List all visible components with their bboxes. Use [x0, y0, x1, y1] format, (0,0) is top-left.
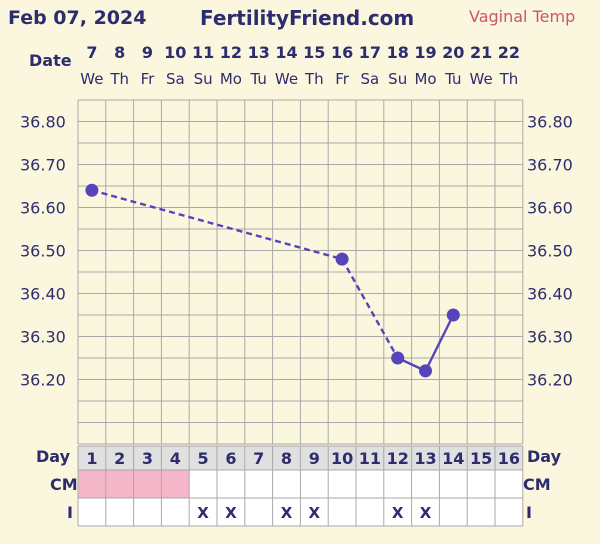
date-label: 22 [498, 43, 520, 62]
weekday-label: Sa [361, 70, 380, 88]
weekday-label: We [275, 70, 298, 88]
date-label: 19 [414, 43, 436, 62]
temperature-type: Vaginal Temp [469, 7, 575, 26]
weekday-label: Su [388, 70, 407, 88]
y-tick-label-right: 36.80 [527, 113, 573, 132]
y-tick-label-left: 36.40 [20, 285, 66, 304]
weekday-label: Th [109, 70, 129, 88]
i-row-label-right: I [526, 503, 532, 522]
cycle-day-label: 7 [253, 449, 264, 468]
intercourse-mark: X [197, 504, 209, 522]
y-tick-label-right: 36.40 [527, 285, 573, 304]
cycle-day-label: 3 [142, 449, 153, 468]
cycle-day-label: 5 [198, 449, 209, 468]
weekday-label: Su [194, 70, 213, 88]
weekday-label: Sa [166, 70, 185, 88]
cycle-day-label: 12 [387, 449, 409, 468]
i-row-label-left: I [67, 503, 73, 522]
cm-cell [105, 470, 134, 498]
cm-row-label-left: CM [50, 475, 78, 494]
intercourse-mark: X [281, 504, 293, 522]
date-label: 18 [387, 43, 409, 62]
date-label: 12 [220, 43, 242, 62]
date-row-label: Date [29, 51, 72, 70]
cycle-day-label: 15 [470, 449, 492, 468]
temp-point [446, 308, 460, 322]
y-tick-label-left: 36.70 [20, 156, 66, 175]
date-label: 17 [359, 43, 381, 62]
intercourse-mark: X [225, 504, 237, 522]
cycle-day-label: 14 [442, 449, 464, 468]
temp-line-dashed [91, 189, 343, 261]
y-tick-label-right: 36.50 [527, 242, 573, 261]
weekday-label: Tu [249, 70, 266, 88]
cycle-day-label: 2 [114, 449, 125, 468]
date-label: 14 [275, 43, 297, 62]
weekday-label: Mo [220, 70, 242, 88]
y-tick-label-right: 36.60 [527, 199, 573, 218]
y-tick-label-left: 36.50 [20, 242, 66, 261]
cycle-day-label: 11 [359, 449, 381, 468]
temp-point [419, 364, 432, 378]
date-label: 8 [114, 43, 125, 62]
cycle-day-label: 4 [170, 449, 181, 468]
site-name: FertilityFriend.com [200, 6, 414, 30]
weekday-label: Tu [444, 70, 461, 88]
cycle-day-label: 8 [281, 449, 292, 468]
intercourse-mark: X [309, 504, 321, 522]
weekday-label: We [470, 70, 493, 88]
y-tick-label-left: 36.60 [20, 199, 66, 218]
y-tick-label-left: 36.80 [20, 113, 66, 132]
cycle-day-label: 16 [498, 449, 520, 468]
y-tick-label-left: 36.30 [20, 328, 66, 347]
intercourse-mark: X [420, 504, 432, 522]
date-label: 7 [86, 43, 97, 62]
temp-point [85, 183, 99, 197]
y-tick-label-right: 36.30 [527, 328, 573, 347]
chart-date: Feb 07, 2024 [8, 7, 146, 29]
day-row-label-right: Day [527, 447, 562, 466]
date-label: 13 [248, 43, 270, 62]
cm-cell [78, 470, 106, 498]
weekday-label: Fr [335, 70, 350, 88]
day-row-label-left: Day [36, 447, 71, 466]
intercourse-mark: X [392, 504, 404, 522]
weekday-label: Th [499, 70, 519, 88]
date-label: 15 [303, 43, 325, 62]
weekday-label: Th [304, 70, 324, 88]
temp-line-dashed [341, 258, 399, 359]
cycle-day-label: 13 [414, 449, 436, 468]
date-label: 11 [192, 43, 214, 62]
temp-point [391, 351, 405, 365]
cm-row-label-right: CM [523, 475, 551, 494]
cycle-day-label: 10 [331, 449, 353, 468]
temp-point [335, 252, 349, 266]
date-label: 9 [142, 43, 153, 62]
temp-line-solid [424, 314, 455, 372]
cm-cell [161, 470, 190, 498]
cm-cell [133, 470, 162, 498]
y-tick-label-right: 36.70 [527, 156, 573, 175]
date-label: 20 [442, 43, 464, 62]
y-tick-label-left: 36.20 [20, 371, 66, 390]
weekday-label: Mo [414, 70, 436, 88]
date-label: 16 [331, 43, 353, 62]
weekday-label: We [80, 70, 103, 88]
cycle-day-label: 1 [86, 449, 97, 468]
cycle-day-label: 9 [309, 449, 320, 468]
date-label: 21 [470, 43, 492, 62]
weekday-label: Fr [141, 70, 156, 88]
date-label: 10 [164, 43, 186, 62]
cycle-day-label: 6 [225, 449, 236, 468]
y-tick-label-right: 36.20 [527, 371, 573, 390]
